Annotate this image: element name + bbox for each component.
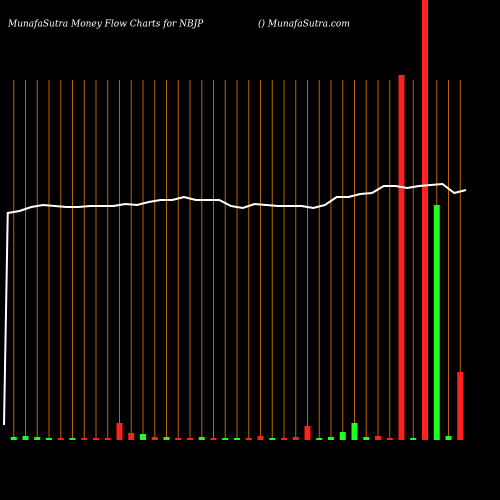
bar	[81, 438, 88, 440]
bar	[363, 437, 370, 440]
bar	[222, 438, 229, 440]
bar	[46, 438, 52, 440]
bar	[457, 372, 464, 440]
bar	[422, 0, 428, 440]
bar	[22, 436, 29, 440]
bar	[57, 438, 64, 440]
bar	[128, 433, 135, 440]
bar	[386, 438, 393, 440]
bar	[281, 438, 287, 440]
bar	[304, 426, 311, 440]
chart-title: MunafaSutra Money Flow Charts for NBJP	[7, 20, 204, 30]
bar	[34, 437, 41, 440]
bar	[104, 438, 111, 440]
bar	[234, 438, 240, 440]
grid	[13, 80, 461, 440]
chart-subtitle: () MunafaSutra.com	[258, 19, 350, 30]
bar	[10, 437, 17, 440]
bar	[410, 438, 417, 440]
bar	[140, 434, 146, 440]
bar	[187, 438, 193, 440]
bar	[292, 437, 299, 440]
bar	[316, 438, 323, 440]
bar	[198, 437, 205, 440]
bar	[210, 438, 217, 440]
bar	[375, 436, 381, 440]
bar	[433, 205, 440, 440]
bar	[93, 438, 99, 440]
bar	[398, 75, 405, 440]
money-flow-line	[3, 182, 467, 426]
bar	[339, 432, 346, 440]
bar	[328, 437, 334, 440]
bar	[269, 438, 276, 440]
plot-area	[3, 0, 467, 440]
bar	[445, 436, 452, 440]
bar	[245, 438, 252, 440]
bar	[257, 436, 264, 440]
bar	[116, 423, 123, 440]
bar	[151, 437, 158, 440]
bar	[351, 423, 358, 440]
bar	[175, 438, 182, 440]
bar	[163, 437, 170, 440]
bar	[69, 438, 76, 440]
